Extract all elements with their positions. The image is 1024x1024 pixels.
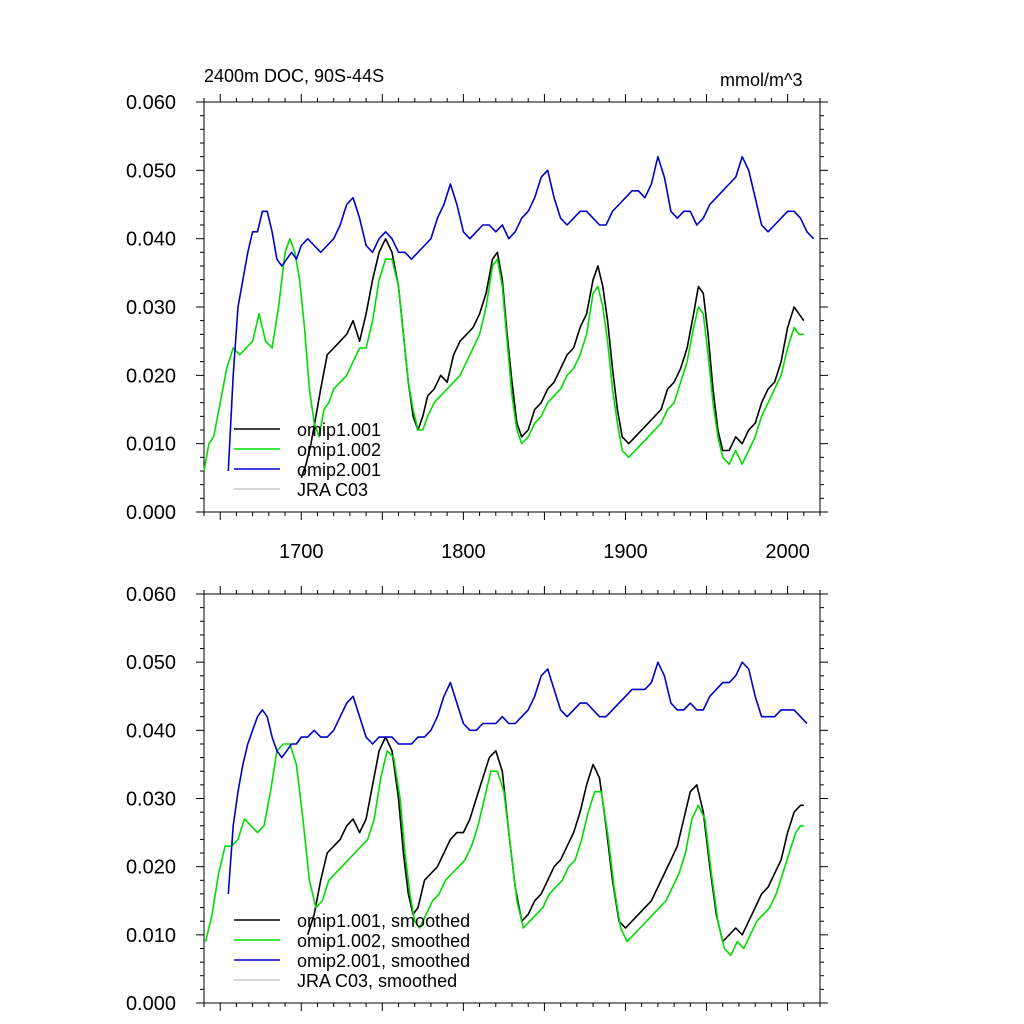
y-tick-label: 0.010	[126, 925, 176, 947]
y-tick-label: 0.010	[126, 434, 176, 456]
panel1-units: mmol/m^3	[720, 70, 803, 90]
series-line	[300, 237, 805, 479]
x-tick-label: 1800	[441, 541, 486, 563]
y-tick-label: 0.040	[126, 229, 176, 251]
y-tick-label: 0.020	[126, 857, 176, 879]
legend-label: omip1.001	[297, 420, 381, 440]
x-tick-label: 1700	[279, 541, 324, 563]
legend-label: omip1.002, smoothed	[297, 931, 470, 951]
y-tick-label: 0.000	[126, 993, 176, 1015]
y-tick-label: 0.040	[126, 720, 176, 742]
legend-label: JRA C03	[297, 480, 368, 500]
panel1-title: 2400m DOC, 90S-44S	[204, 66, 385, 86]
y-tick-label: 0.050	[126, 652, 176, 674]
legend-label: omip1.001, smoothed	[297, 911, 470, 931]
series-line	[204, 743, 804, 957]
y-tick-label: 0.000	[126, 502, 176, 524]
y-tick-label: 0.050	[126, 160, 176, 182]
x-tick-label: 2000	[765, 541, 810, 563]
legend-label: omip2.001	[297, 460, 381, 480]
y-tick-label: 0.030	[126, 297, 176, 319]
legend-label: JRA C03, smoothed	[297, 971, 457, 991]
legend-label: omip1.002	[297, 440, 381, 460]
y-tick-label: 0.030	[126, 789, 176, 811]
series-line	[227, 155, 815, 472]
series-line	[203, 237, 804, 472]
series-line	[227, 661, 808, 894]
y-tick-label: 0.060	[126, 584, 176, 606]
legend-label: omip2.001, smoothed	[297, 951, 470, 971]
x-tick-label: 1900	[603, 541, 648, 563]
y-tick-label: 0.020	[126, 365, 176, 387]
y-tick-label: 0.060	[126, 92, 176, 114]
